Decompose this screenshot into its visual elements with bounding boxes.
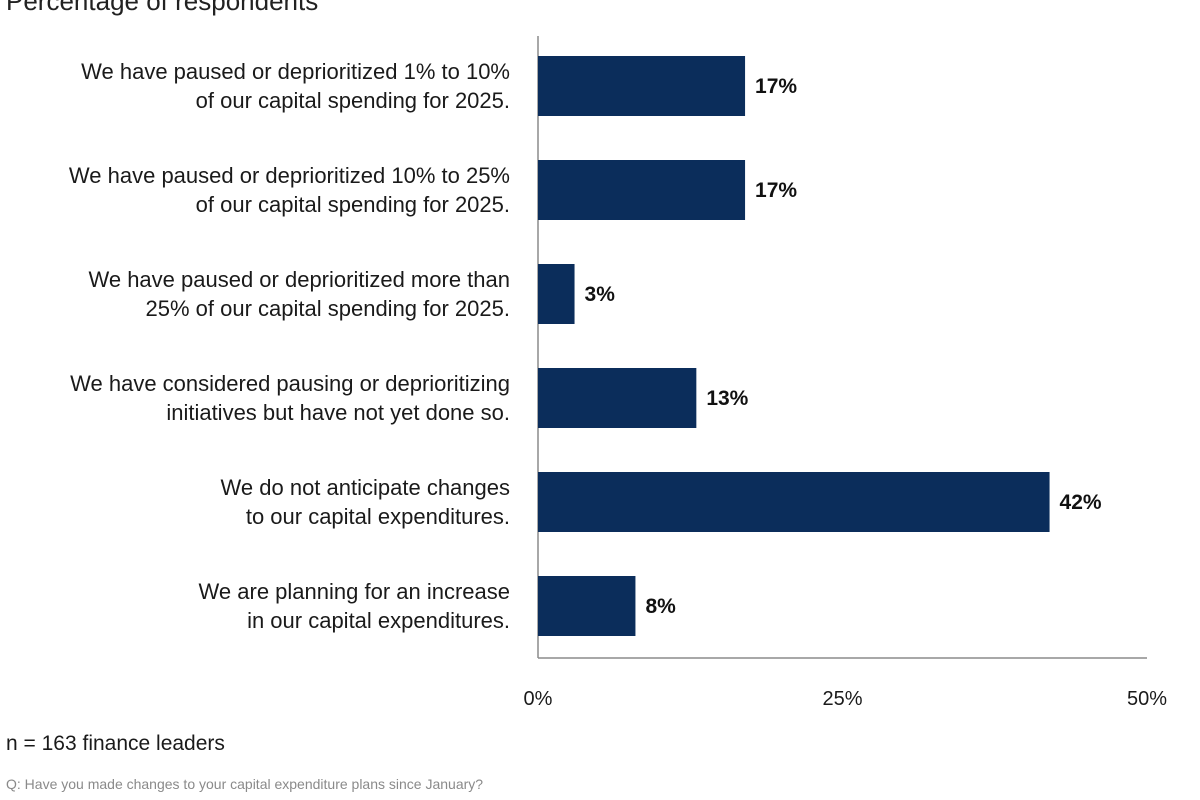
bar xyxy=(538,56,746,116)
category-label-line: We have paused or deprioritized 1% to 10… xyxy=(81,59,510,84)
sample-size-note: n = 163 finance leaders xyxy=(6,732,225,755)
x-tick-label: 25% xyxy=(822,688,862,710)
chart-subtitle: Percentage of respondents xyxy=(6,0,319,16)
category-label-line: of our capital spending for 2025. xyxy=(196,88,510,113)
category-label-line: initiatives but have not yet done so. xyxy=(166,400,510,425)
bar xyxy=(538,472,1050,532)
bar-value-label: 8% xyxy=(645,595,676,618)
category-label: We do not anticipate changes to our capit… xyxy=(221,475,510,529)
survey-question-note: Q: Have you made changes to your capital… xyxy=(6,776,484,792)
category-label: We have paused or deprioritized 10% to 2… xyxy=(69,163,510,217)
bar xyxy=(538,160,746,220)
category-label: We are planning for an increase in our ca… xyxy=(199,579,510,633)
bar-value-label: 17% xyxy=(755,75,797,98)
bar-value-label: 3% xyxy=(585,283,616,306)
bar xyxy=(538,576,636,636)
category-label-line: to our capital expenditures. xyxy=(246,504,510,529)
category-label-line: of our capital spending for 2025. xyxy=(196,192,510,217)
category-label: We have considered pausing or deprioriti… xyxy=(70,371,510,425)
category-label-line: We have paused or deprioritized 10% to 2… xyxy=(69,163,510,188)
bar-value-label: 13% xyxy=(706,387,748,410)
category-label-line: We are planning for an increase xyxy=(199,579,510,604)
category-label-line: We have paused or deprioritized more tha… xyxy=(88,267,510,292)
category-label: We have paused or deprioritized 1% to 10… xyxy=(81,59,510,113)
category-label-line: We do not anticipate changes xyxy=(221,475,510,500)
bar xyxy=(538,368,697,428)
category-label-line: We have considered pausing or deprioriti… xyxy=(70,371,510,396)
x-tick-label: 50% xyxy=(1127,688,1167,710)
category-label-line: in our capital expenditures. xyxy=(247,608,510,633)
x-tick-label: 0% xyxy=(524,688,553,710)
category-label-line: 25% of our capital spending for 2025. xyxy=(146,296,510,321)
bar-value-label: 42% xyxy=(1060,491,1102,514)
bar-value-label: 17% xyxy=(755,179,797,202)
bar xyxy=(538,264,575,324)
category-label: We have paused or deprioritized more tha… xyxy=(88,267,510,321)
